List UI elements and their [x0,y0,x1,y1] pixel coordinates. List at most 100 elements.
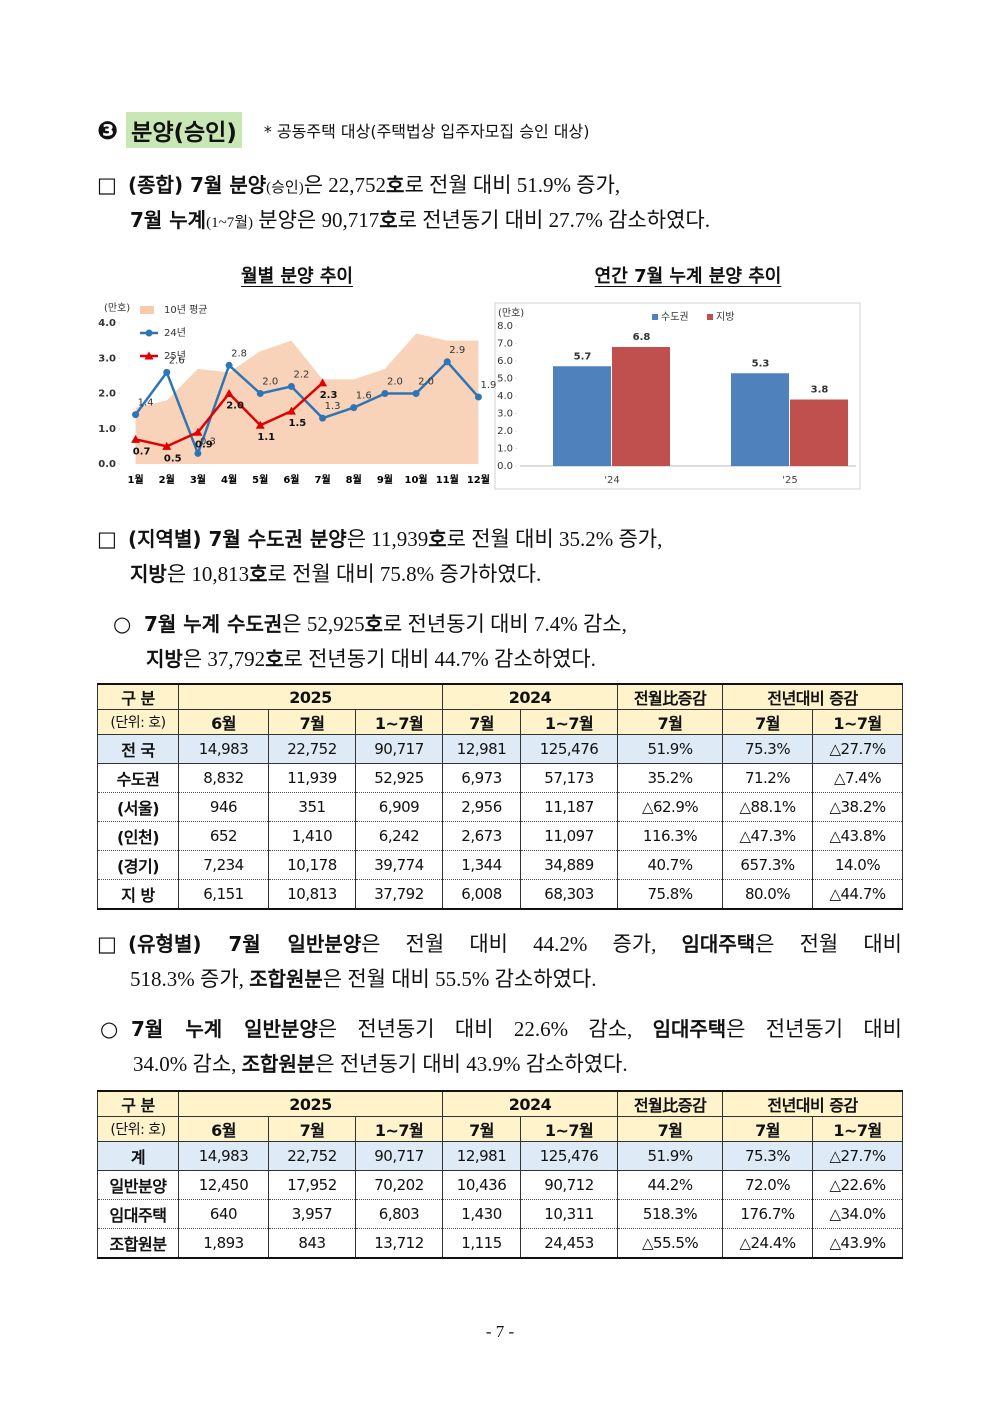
table-cell: 518.3% [617,1199,724,1229]
table-cell: (서울) [97,792,179,822]
table-cell: 일반분양 [97,1170,179,1200]
table-cell: 80.0% [722,879,814,910]
text-run: 518.3% 증가, [130,967,250,991]
x-tick-label: 1월 [127,474,143,486]
header-cell: 2025 [177,683,444,710]
table-cell: 39,774 [354,850,444,880]
table-cell: 35.2% [617,763,724,793]
table-cell: △55.5% [617,1228,724,1259]
table-cell: 1,893 [178,1228,269,1259]
table-cell: 12,450 [178,1170,269,1200]
header-cell: 전월比증감 [617,1090,724,1117]
point [131,434,141,443]
point [381,390,389,397]
data-label: 1.5 [289,418,307,429]
header-cell: 7월 [722,1116,814,1142]
point [194,449,202,457]
text-run: 은 전월 대비 [755,932,902,956]
table-cell: 6,803 [354,1199,444,1229]
data-label: 0.9 [195,439,213,450]
table-cell: 6,973 [442,763,522,793]
table-cell: △27.7% [812,734,904,764]
table-cell: 652 [178,821,269,851]
header-cell: 전년대비 증감 [722,683,904,710]
paragraph: □ (지역별) 7월 수도권 분양은 11,939호로 전월 대비 35.2% 증… [97,522,902,592]
data-label: 2.0 [262,377,278,388]
header-cell: 7월 [617,709,724,735]
table-cell: 11,187 [520,792,619,822]
table-cell: 1,344 [442,850,522,880]
table-row: 임대주택 640 3,957 6,803 1,430 10,311 518.3% 176.7%… [97,1199,904,1229]
y-tick-label: 0.0 [98,459,116,470]
data-label: 0.5 [164,453,182,464]
table-cell: 10,436 [442,1170,522,1200]
header-cell: 2024 [442,1090,619,1117]
charts: (만호) 0.0 1.0 2.0 3.0 4.0 10년 평균 1.4 2.6 0.3 2.8 2.0… [98,302,861,490]
data-label: 0.3 [200,436,216,447]
text-line: 지방은 10,813호로 전월 대비 75.8% 증가하였다. [97,557,902,592]
table-row: (서울) 946 351 6,909 2,956 11,187 △62.9% △88.1% △3… [97,792,904,822]
text-run: 지방 [130,562,167,586]
text-line: ○ 7월 누계 수도권은 52,925호로 전년동기 대비 7.4% 감소, [113,607,902,642]
y-tick-label: 7.0 [497,339,513,350]
legend-label: 수도권 [661,311,689,323]
header-cell: (단위: 호) [97,709,179,735]
data-label: 1.3 [325,401,341,412]
table-cell: 90,717 [354,734,444,764]
header-cell: 1~7월 [812,1116,904,1142]
header-cell: 전년대비 증감 [722,1090,904,1117]
table-cell: 843 [268,1228,356,1259]
paragraph: ○ 7월 누계 수도권은 52,925호로 전년동기 대비 7.4% 감소, 지방은… [113,607,902,677]
legend-marker [145,329,153,337]
header-cell: 2025 [177,1090,444,1117]
text-run: 분양은 90,717 [253,208,380,232]
text-run: 은 22,752 [303,173,387,197]
table-cell: △47.3% [722,821,814,851]
table-cell: 지 방 [97,879,179,910]
text-run: (유형별) 7월 일반분양 [128,932,362,956]
x-tick-label: 6월 [283,474,299,486]
table-cell: 70,202 [354,1170,444,1200]
table-cell: 7,234 [178,850,269,880]
data-label: 5.7 [574,351,592,362]
table-cell: 57,173 [520,763,619,793]
x-tick-label: 10월 [405,474,428,486]
text-run: 로 전월 대비 35.2% 증가, [446,527,663,551]
section-note: * 공동주택 대상(주택법상 입주자모집 승인 대상) [263,122,590,141]
table-cell: 14,983 [178,734,269,764]
line [134,359,480,458]
text-run: 조합원분 [241,1052,316,1076]
table-cell: 946 [178,792,269,822]
table-cell: △62.9% [617,792,724,822]
header-cell: 1~7월 [354,1116,444,1142]
text-run: 임대주택 [652,1017,727,1041]
point [412,390,420,397]
legend-swatch [140,306,154,314]
table-cell: 14.0% [812,850,904,880]
table-cell: 24,453 [520,1228,619,1259]
header-row: 구 분 2025 2024 전월比증감 전년대비 증감 [97,1090,904,1117]
text-run: 은 전월 대비 44.2% 증가, [361,932,682,956]
table-cell: 6,909 [354,792,444,822]
x-tick-label: 9월 [377,474,393,486]
section-number: ❸ [97,115,119,145]
data-label: 1.1 [257,432,275,443]
chart-title: 연간 7월 누계 분양 추이 [594,266,782,287]
data-label: 2.3 [320,390,338,401]
data-label: 2.0 [418,377,434,388]
table-cell: 12,981 [442,734,522,764]
paragraph: ○ 7월 누계 일반분양은 전년동기 대비 22.6% 감소, 임대주택은 전년동… [100,1012,902,1082]
header-cell: 전월比증감 [617,683,724,710]
y-axis-label: (만호) [104,302,130,314]
table-row: 계 14,983 22,752 90,717 12,981 125,476 51.9% 75.… [97,1141,904,1171]
data-label: 6.8 [633,332,651,343]
text-run: 호 [428,527,447,551]
table-row: 조합원분 1,893 843 13,712 1,115 24,453 △55.5% △24.4… [97,1228,904,1259]
table-cell: △43.8% [812,821,904,851]
text-run: 은 11,939 [346,527,429,551]
table-cell: 125,476 [520,1141,619,1171]
y-tick-label: 6.0 [497,356,513,367]
table-cell: 10,178 [268,850,356,880]
text-line: ○ 7월 누계 일반분양은 전년동기 대비 22.6% 감소, 임대주택은 전년동… [100,1012,902,1047]
header-row: (단위: 호) 6월 7월 1~7월 7월 1~7월 7월 7월 1~7월 [97,1116,904,1142]
